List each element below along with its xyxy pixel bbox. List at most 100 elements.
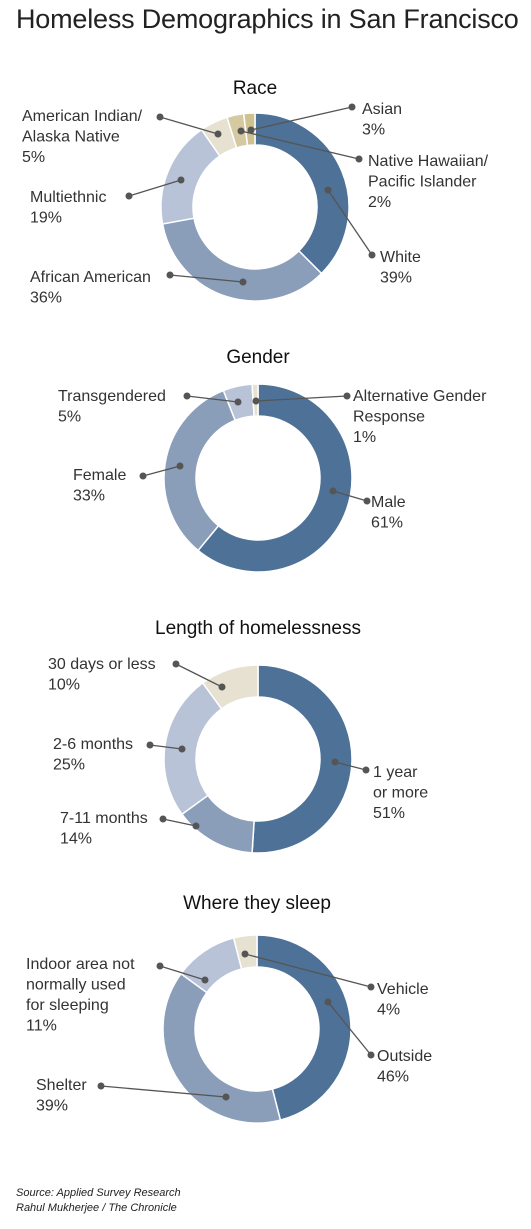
slice-name: Transgendered bbox=[58, 388, 166, 405]
slice-label: African American 36% bbox=[30, 269, 151, 307]
leader-dot bbox=[172, 660, 180, 668]
slice-2-6-months bbox=[163, 681, 223, 816]
leader-line bbox=[327, 189, 373, 256]
credit-line: Rahul Mukherjee / The Chronicle bbox=[16, 1202, 177, 1214]
slice-label: Asian 3% bbox=[362, 101, 402, 139]
slice-name: 7-11 months bbox=[60, 810, 148, 827]
slice-percent: 39% bbox=[380, 270, 412, 287]
leader-dot bbox=[329, 487, 337, 495]
leader-line bbox=[128, 179, 182, 197]
slice-label: 7-11 months 14% bbox=[60, 810, 148, 848]
slice-label: American Indian/Alaska Native 5% bbox=[22, 108, 143, 166]
leader-dot bbox=[343, 392, 351, 400]
slice-female bbox=[163, 389, 237, 552]
slice-name: 30 days or less bbox=[48, 656, 156, 673]
leader-dot bbox=[214, 130, 222, 138]
slice-label: Female 33% bbox=[73, 467, 126, 505]
leader-dot bbox=[139, 472, 147, 480]
leader-line bbox=[250, 106, 353, 131]
leader-dot bbox=[192, 822, 200, 830]
slice-name: 2-6 months bbox=[53, 736, 133, 753]
slice-name: American Indian/ bbox=[22, 108, 143, 125]
slice-percent: 5% bbox=[58, 409, 81, 426]
leader-dot bbox=[252, 397, 260, 405]
leader-dot bbox=[178, 745, 186, 753]
leader-dot bbox=[166, 271, 174, 279]
slice-name: Pacific Islander bbox=[368, 174, 477, 191]
leader-dot bbox=[367, 1051, 375, 1059]
slice-name: Alternative Gender bbox=[353, 388, 487, 405]
leader-dot bbox=[237, 127, 245, 135]
slice-label: Vehicle 4% bbox=[377, 981, 429, 1019]
leader-dot bbox=[201, 976, 209, 984]
slice-label: Indoor area not normally used for sleeping… bbox=[26, 956, 135, 1035]
slice-label: Outside 46% bbox=[377, 1048, 432, 1086]
chart-title: Race bbox=[233, 78, 277, 99]
slice-label: Male 61% bbox=[371, 494, 406, 532]
slice-label: Native Hawaiian/Pacific Islander 2% bbox=[368, 153, 489, 211]
slice-name: Outside bbox=[377, 1048, 432, 1065]
slice-name: 1 year bbox=[373, 764, 418, 781]
leader-line bbox=[149, 744, 183, 750]
leader-dot bbox=[324, 186, 332, 194]
slice-percent: 39% bbox=[36, 1098, 68, 1115]
leader-dot bbox=[177, 176, 185, 184]
chart-title: Length of homelessness bbox=[155, 618, 361, 639]
slice-percent: 51% bbox=[373, 805, 405, 822]
leader-line bbox=[186, 395, 239, 403]
slice-male bbox=[197, 383, 353, 573]
chart-race: Race White 39% African American 36% Multiethn… bbox=[22, 78, 489, 307]
slice-name: White bbox=[380, 249, 421, 266]
leader-line bbox=[334, 761, 367, 771]
leader-line bbox=[159, 965, 206, 981]
slice-percent: 1% bbox=[353, 429, 376, 446]
chart-length-of-homelessness: Length of homelessness 1 year or more 51% 7-… bbox=[48, 618, 428, 854]
source-credit: Source: Applied Survey Research Rahul Mu… bbox=[16, 1186, 181, 1216]
source-line: Source: Applied Survey Research bbox=[16, 1187, 181, 1199]
leader-line bbox=[142, 465, 181, 477]
leader-dot bbox=[218, 683, 226, 691]
leader-line bbox=[162, 818, 197, 827]
slice-name: Male bbox=[371, 494, 406, 511]
leader-dot bbox=[241, 950, 249, 958]
slice-label: Multiethnic 19% bbox=[30, 189, 106, 227]
slice-percent: 5% bbox=[22, 149, 45, 166]
slice-percent: 3% bbox=[362, 122, 385, 139]
slice-shelter bbox=[162, 972, 282, 1124]
slice-name: Multiethnic bbox=[30, 189, 106, 206]
leader-line bbox=[159, 116, 219, 135]
leader-dot bbox=[247, 126, 255, 134]
slice-percent: 19% bbox=[30, 210, 62, 227]
leader-dot bbox=[156, 962, 164, 970]
slice-percent: 33% bbox=[73, 488, 105, 505]
leader-dot bbox=[159, 815, 167, 823]
leader-dot bbox=[331, 758, 339, 766]
slice-name: Shelter bbox=[36, 1077, 87, 1094]
slice-percent: 2% bbox=[368, 194, 391, 211]
leader-dot bbox=[234, 398, 242, 406]
slice-name: for sleeping bbox=[26, 997, 109, 1014]
slice-percent: 11% bbox=[26, 1018, 57, 1035]
leader-dot bbox=[176, 462, 184, 470]
slice-30-days-or-less bbox=[201, 664, 259, 710]
slice-name: or more bbox=[373, 785, 428, 802]
leader-dot bbox=[324, 998, 332, 1006]
leader-dot bbox=[222, 1093, 230, 1101]
slice-white bbox=[254, 112, 350, 275]
leader-dot bbox=[348, 103, 356, 111]
leader-line bbox=[332, 490, 368, 502]
slice-african-american bbox=[161, 217, 323, 302]
leader-dot bbox=[367, 983, 375, 991]
slice-name: Asian bbox=[362, 101, 402, 118]
slice-label: 2-6 months 25% bbox=[53, 736, 133, 774]
slice-label: Transgendered 5% bbox=[58, 388, 166, 426]
slice-percent: 61% bbox=[371, 515, 403, 532]
slice-name: Native Hawaiian/ bbox=[368, 153, 489, 170]
leader-line bbox=[255, 395, 348, 402]
leader-dot bbox=[362, 766, 370, 774]
slice-label: Alternative Gender Response 1% bbox=[353, 388, 487, 446]
leader-dot bbox=[156, 113, 164, 121]
slice-name: Female bbox=[73, 467, 126, 484]
slice-1-year-or-more bbox=[251, 664, 353, 854]
